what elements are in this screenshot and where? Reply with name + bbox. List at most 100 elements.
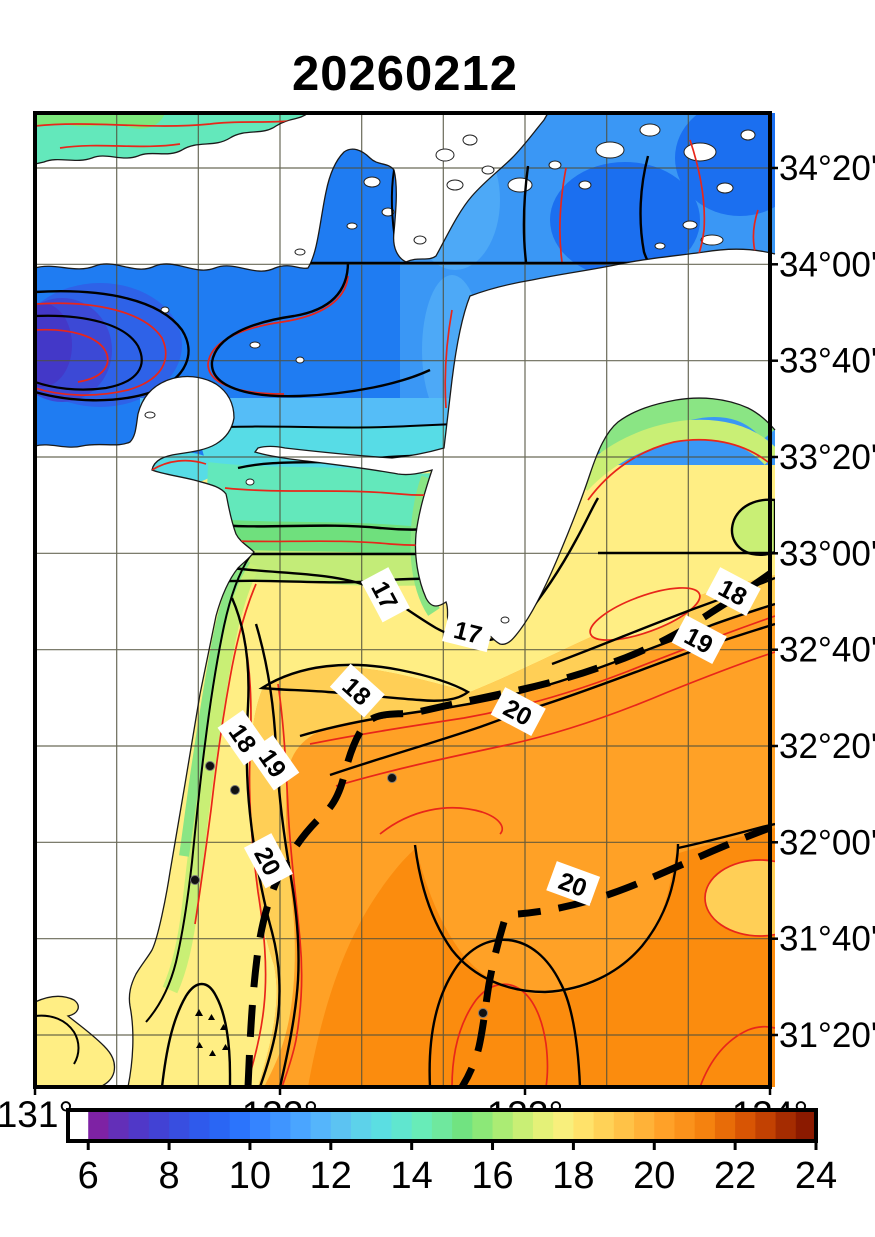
colorbar-cell [654,1110,676,1141]
colorbar-cell [553,1110,575,1141]
colorbar-tick-label: 8 [159,1155,180,1197]
colorbar-cell [148,1110,170,1141]
colorbar-cell [290,1110,312,1141]
map-title-date: 20260212 [292,47,518,101]
contour-label-box [546,861,601,906]
map-frame [33,111,772,1089]
colorbar-cell [249,1110,271,1141]
band-west-dark3 [35,303,72,387]
pale-lens-ne [590,587,700,641]
lat-label: 34°20' [779,149,875,188]
colorbar-tick-label: 14 [391,1155,433,1197]
latitude-labels: 34°20' 34°00' 33°40' 33°20' 33°00' 32°40' 32°2… [779,149,875,1055]
lat-label: 34°00' [779,245,875,284]
contour-label-value: 17 [451,616,485,650]
colorbar-tick-label: 18 [552,1155,594,1197]
colorbar-border [66,1108,818,1143]
station-dot [387,773,397,783]
colorbar-cell [189,1110,211,1141]
station-dot [478,1008,488,1018]
colorbar-cell [351,1110,372,1141]
colorbar-cell [391,1110,413,1141]
lat-label: 32°40' [779,631,875,670]
colorbar-cell [532,1110,554,1141]
current-axis-dashed-lines [244,569,770,1087]
band-amber [249,575,775,1087]
colorbar-tick-label: 16 [471,1155,513,1197]
colorbar-cell [573,1110,595,1141]
colorbar-tick-label: 22 [714,1155,756,1197]
lat-label: 32°20' [779,727,875,766]
contour-label-box [360,567,410,623]
colorbar-cell [68,1110,89,1141]
colorbar-cell [512,1110,534,1141]
front-line-south [459,824,770,1087]
colorbar-cell [169,1110,190,1141]
colorbar-tick-labels: 6 8 10 12 14 16 18 20 22 24 [78,1141,837,1197]
band-ne-corner [675,113,775,216]
station-dot [205,761,215,771]
contour-label-box [671,615,727,665]
lat-label: 33°40' [779,342,875,381]
colorbar-tick-label: 10 [229,1155,271,1197]
station-dots [190,761,488,1018]
colorbar-cell [371,1110,393,1141]
coastline [34,112,776,1088]
contour-label-box [329,663,385,718]
colorbar-cell [775,1110,797,1141]
colorbar-cell [694,1110,716,1141]
colorbar-cell [128,1110,150,1141]
colorbar-cell [593,1110,615,1141]
lat-label: 32°00' [779,823,875,862]
band-channel-15 [203,518,475,557]
station-dot [190,875,200,885]
frame-ticks [33,166,778,1095]
colorbar-cell [270,1110,291,1141]
lat-label: 33°20' [779,438,875,477]
colorbar-cell [108,1110,130,1141]
colorbar-cell [492,1110,514,1141]
band-channel-14 [206,462,475,529]
colorbar-cell [209,1110,231,1141]
colorbar-cell [310,1110,332,1141]
band-channel-16 [203,548,475,586]
lat-label: 33°00' [779,534,875,573]
temperature-colorbar [68,1110,817,1141]
kyushu-coast-strip-yg [162,560,260,994]
lat-label: 31°20' [779,1016,875,1055]
contour-label-box [490,687,546,737]
colorbar-cell [88,1110,110,1141]
colorbar-cell [735,1110,756,1141]
islet-rocks [195,1009,229,1056]
islands [144,123,756,624]
tosa-coast-strip-green [589,393,775,456]
lon-label: 131° [0,1094,73,1135]
colorbar-cell [452,1110,473,1141]
colorbar-tick-label: 6 [78,1155,99,1197]
colorbar-cell [714,1110,736,1141]
colorbar-cell [472,1110,494,1141]
colorbar-cell [330,1110,352,1141]
contour-label: 17 [442,610,495,653]
colorbar-cell [755,1110,777,1141]
colorbar-cell [634,1110,655,1141]
station-dot [230,785,240,795]
contour-label: 19 [247,734,300,791]
warm-lens-east [705,860,775,936]
colorbar-cell [411,1110,433,1141]
lat-label: 31°40' [779,920,875,959]
colorbar-tick-label: 20 [633,1155,675,1197]
colorbar-cell [431,1110,453,1141]
colorbar-cell [795,1110,817,1141]
contour-label-box [247,734,300,791]
contour-label-box [705,567,761,617]
contour-label-box [243,833,293,889]
kyushu-coast-strip-green [179,557,251,857]
colorbar-tick-label: 12 [310,1155,352,1197]
colorbar-cell [613,1110,635,1141]
contour-label-box [442,610,495,653]
colorbar-tick-label: 24 [795,1155,837,1197]
front-line-main [244,569,770,1087]
